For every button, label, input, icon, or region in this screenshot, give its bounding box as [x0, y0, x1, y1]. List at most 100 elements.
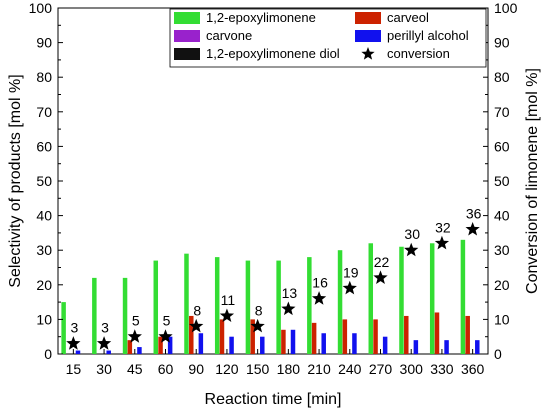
legend-swatch-perillyl-alcohol — [355, 30, 381, 42]
y2-tick-label: 80 — [494, 69, 510, 85]
conversion-star-300 — [404, 242, 419, 257]
bar-carveol-270 — [373, 319, 378, 354]
bars-group — [61, 239, 480, 354]
x-tick-label: 330 — [430, 361, 454, 377]
bar-perillyl-alcohol-300 — [413, 340, 419, 354]
conversion-label-15: 3 — [70, 320, 78, 336]
x-tick-label: 30 — [96, 361, 112, 377]
x-tick-label: 60 — [158, 361, 174, 377]
conversion-label-240: 19 — [343, 264, 359, 280]
x-tick-label: 210 — [307, 361, 331, 377]
bar-perillyl-alcohol-270 — [382, 336, 388, 354]
x-tick-label: 180 — [277, 361, 301, 377]
bar-1-2-epoxylimonene-45 — [122, 277, 128, 354]
y2-tick-label: 10 — [494, 311, 510, 327]
y-tick-label: 70 — [36, 104, 52, 120]
bar-1-2-epoxylimonene-330 — [429, 243, 435, 354]
y2-axis-title: Conversion of limonene [mol %] — [524, 68, 541, 294]
bar-carveol-45 — [127, 340, 133, 354]
x-axis-title: Reaction time [min] — [205, 391, 342, 408]
y-tick-label: 60 — [36, 138, 52, 154]
conversion-markers-group — [66, 221, 480, 350]
conversion-label-120: 11 — [221, 292, 236, 308]
bar-1-2-epoxylimonene-90 — [184, 253, 189, 354]
conversion-label-330: 32 — [435, 219, 451, 235]
x-tick-label: 90 — [188, 361, 204, 377]
conversion-label-210: 16 — [312, 275, 328, 291]
y-tick-label: 30 — [36, 242, 52, 258]
bar-carveol-60 — [158, 336, 163, 354]
legend-box — [169, 8, 487, 68]
x-tick-label: 15 — [66, 361, 82, 377]
conversion-star-150 — [250, 318, 265, 333]
y-tick-label: 20 — [36, 277, 52, 293]
x-tick-label: 360 — [461, 361, 485, 377]
conversion-star-210 — [311, 291, 327, 305]
bar-perillyl-alcohol-210 — [321, 333, 326, 354]
x-tick-label: 240 — [338, 361, 362, 377]
bar-carveol-360 — [465, 315, 470, 354]
legend-label: perillyl alcohol — [387, 28, 469, 43]
legend-swatch-1-2-epoxylimonene-diol — [174, 48, 200, 60]
bar-1-2-epoxylimonene-240 — [337, 250, 343, 354]
x-tick-label: 45 — [127, 361, 143, 377]
bar-1-2-epoxylimonene-300 — [399, 246, 404, 354]
bar-carveol-90 — [189, 315, 194, 354]
legend-swatch-carvone — [174, 30, 200, 42]
conversion-label-270: 22 — [374, 254, 390, 270]
conversion-star-90 — [189, 318, 204, 333]
conversion-label-180: 13 — [282, 285, 298, 301]
y2-tick-label: 60 — [494, 138, 510, 154]
conversion-star-45 — [127, 329, 142, 343]
y2-tick-label: 0 — [494, 346, 502, 362]
y2-tick-label: 30 — [494, 242, 510, 258]
y2-tick-label: 100 — [494, 0, 518, 16]
conversion-star-240 — [342, 280, 357, 295]
bar-1-2-epoxylimonene-60 — [153, 260, 159, 354]
bar-perillyl-alcohol-60 — [167, 336, 173, 354]
y-tick-label: 90 — [36, 35, 52, 51]
bar-carveol-120 — [219, 319, 225, 354]
bar-1-2-epoxylimonene-210 — [307, 257, 312, 354]
bar-perillyl-alcohol-240 — [352, 333, 357, 354]
legend-label: conversion — [387, 46, 450, 61]
bar-1-2-epoxylimonene-120 — [214, 257, 220, 354]
bar-perillyl-alcohol-180 — [290, 329, 296, 354]
bar-1-2-epoxylimonene-270 — [368, 243, 374, 354]
legend-swatch-1-2-epoxylimonene — [174, 12, 200, 24]
bar-perillyl-alcohol-45 — [137, 347, 142, 354]
bar-perillyl-alcohol-330 — [444, 340, 449, 354]
x-tick-label: 150 — [246, 361, 270, 377]
bar-perillyl-alcohol-120 — [229, 336, 234, 354]
conversion-star-15 — [66, 336, 81, 350]
plot-area: 3 3 5 5 8 11 8 13 16 19 22 30 32 36 — [57, 7, 489, 355]
conversion-star-30 — [96, 336, 112, 350]
conversion-label-60: 5 — [163, 313, 171, 329]
bar-1-2-epoxylimonene-360 — [460, 239, 466, 354]
conversion-label-30: 3 — [101, 320, 109, 336]
bar-carveol-240 — [342, 319, 348, 354]
bar-1-2-epoxylimonene-30 — [92, 277, 97, 354]
legend-swatch-carveol — [355, 12, 381, 24]
bar-perillyl-alcohol-360 — [475, 340, 480, 354]
bar-1-2-epoxylimonene-180 — [276, 260, 281, 354]
conversion-label-90: 8 — [193, 302, 201, 318]
conversion-label-45: 5 — [132, 313, 140, 329]
x-tick-label: 120 — [215, 361, 239, 377]
conversion-star-330 — [434, 235, 450, 250]
legend-label: 1,2-epoxylimonene diol — [206, 46, 340, 61]
bar-carveol-150 — [250, 319, 255, 354]
bar-perillyl-alcohol-90 — [198, 333, 204, 354]
conversion-star-360 — [465, 221, 480, 236]
bar-1-2-epoxylimonene-150 — [245, 260, 251, 354]
conversion-label-300: 30 — [404, 226, 420, 242]
bar-carveol-300 — [404, 315, 409, 354]
y-tick-label: 10 — [36, 311, 52, 327]
conversion-star-180 — [281, 301, 296, 316]
y-tick-label: 0 — [44, 346, 52, 362]
bar-perillyl-alcohol-150 — [260, 336, 265, 354]
legend-swatch-conversion — [361, 47, 375, 60]
conversion-star-270 — [373, 270, 388, 284]
legend: 1,2-epoxylimonene carveol carvone perillyl … — [169, 8, 487, 68]
